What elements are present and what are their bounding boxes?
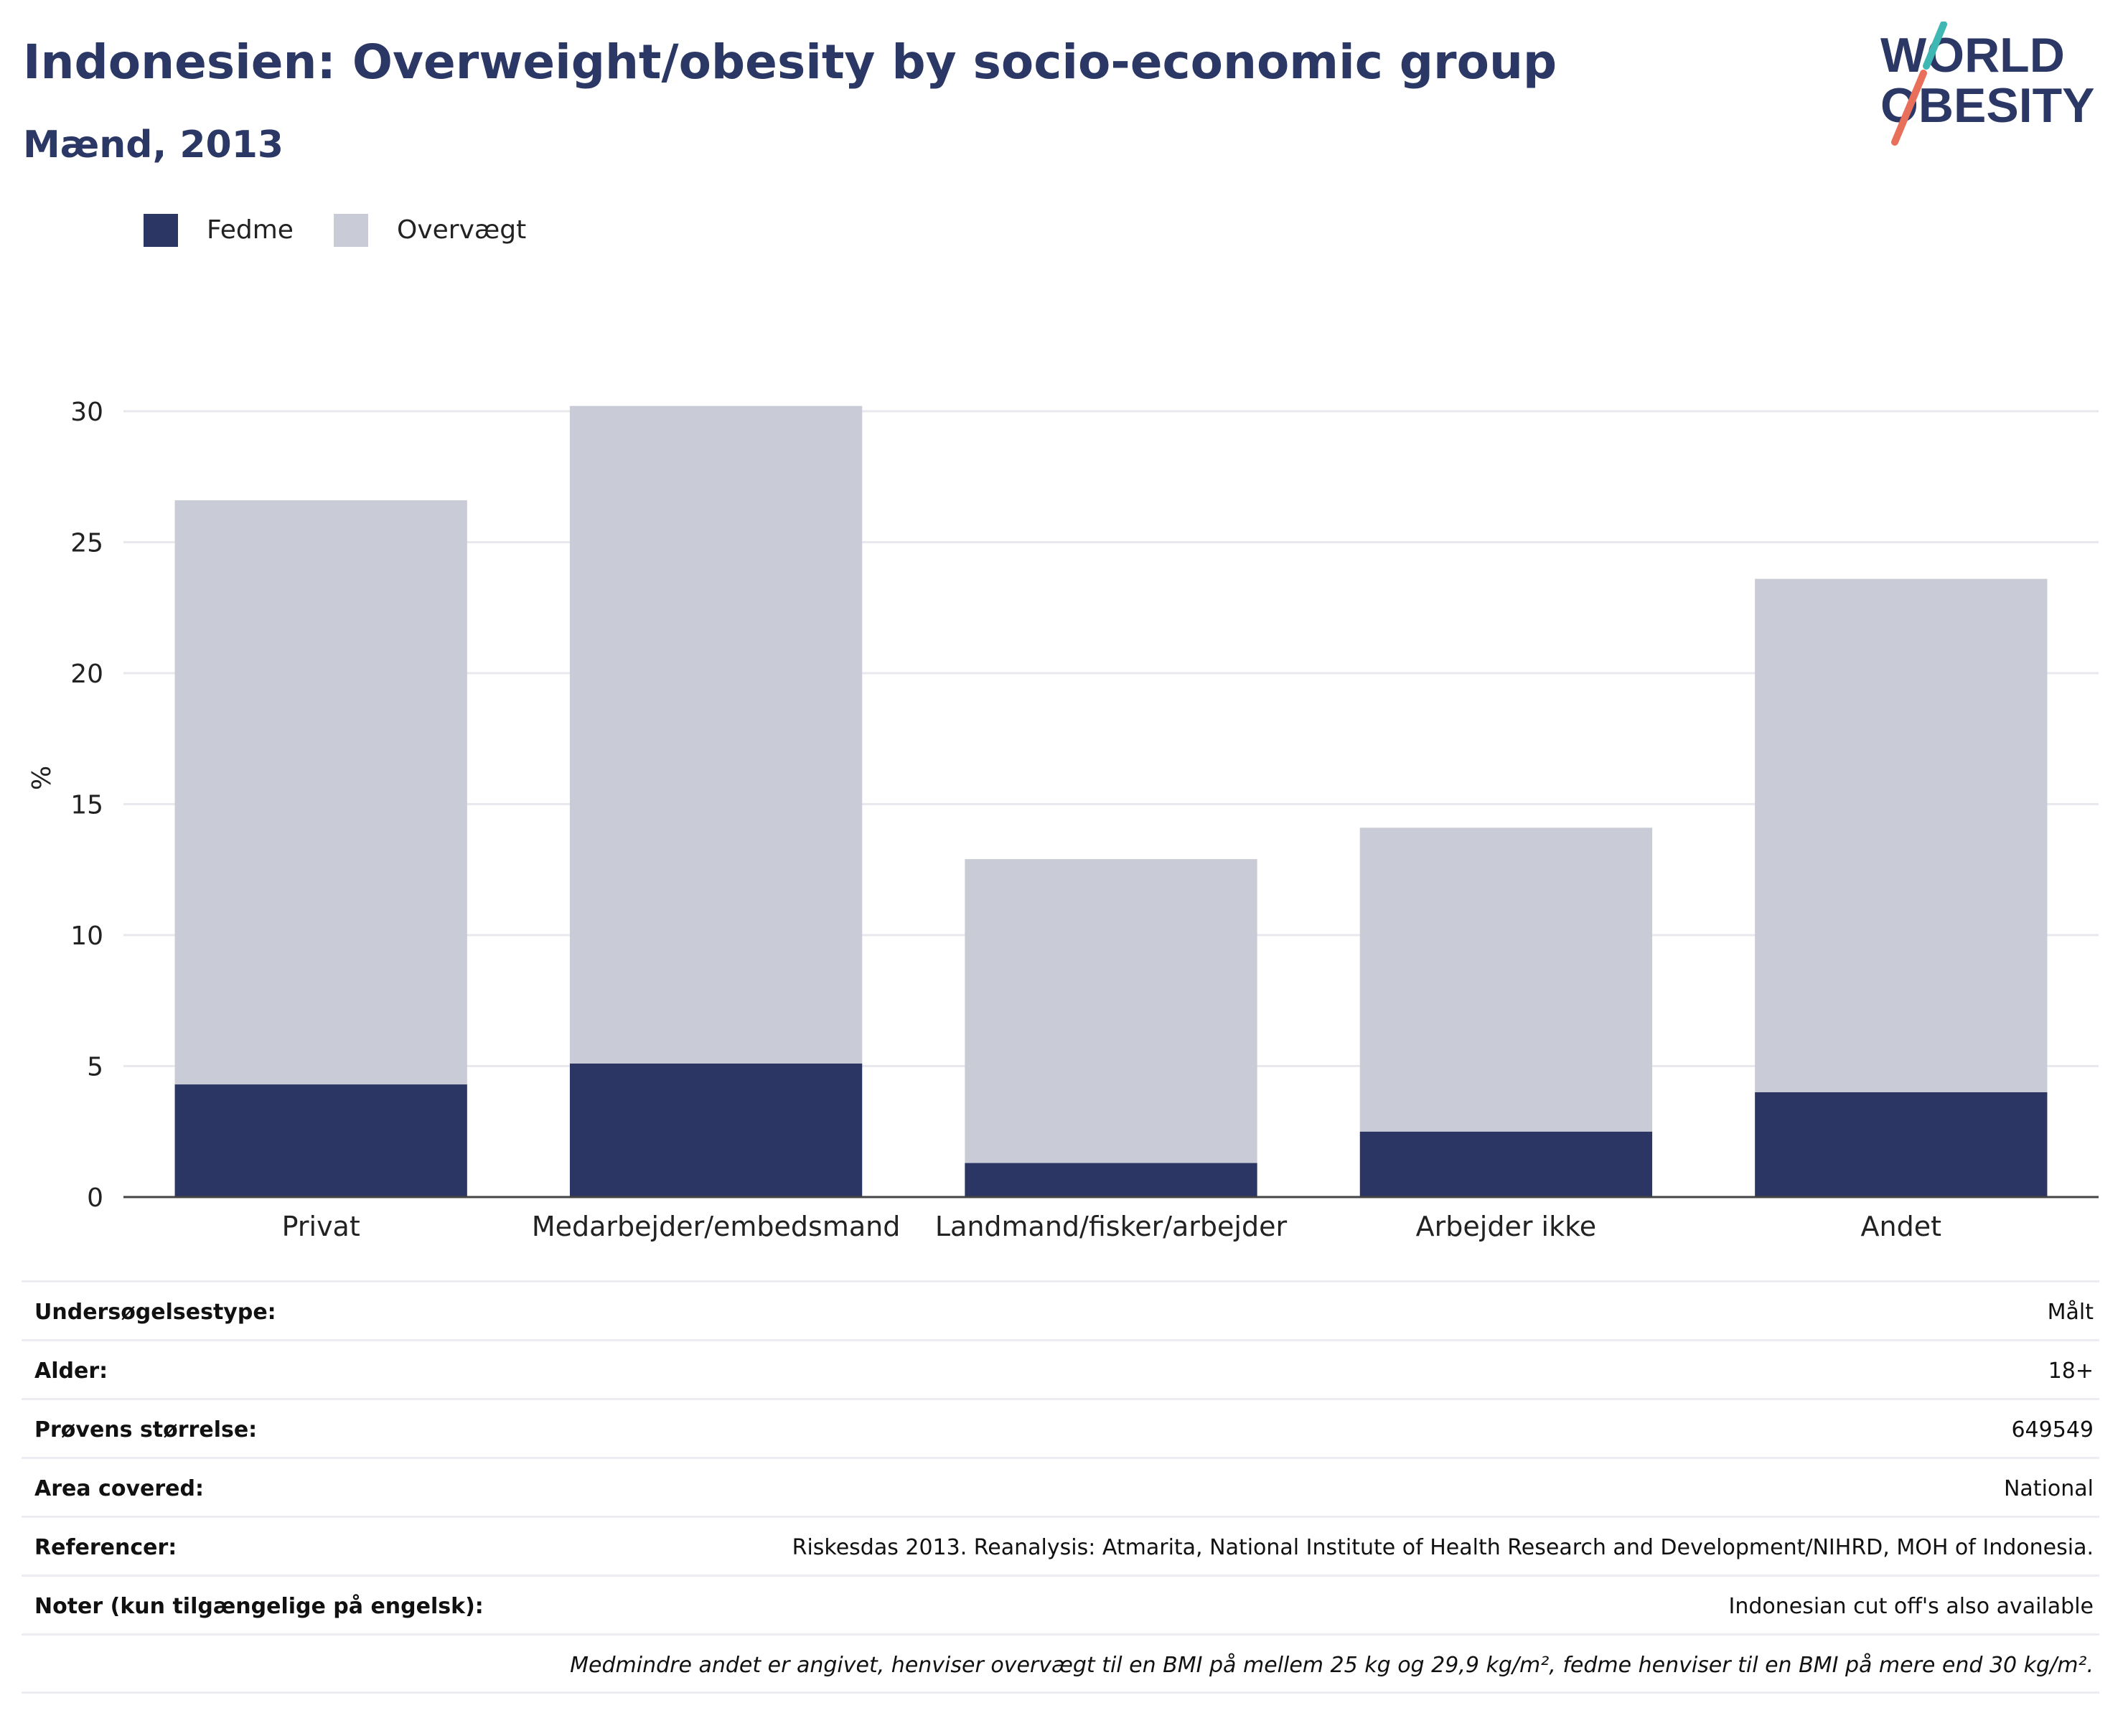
info-row: Prøvens størrelse: 649549 — [22, 1398, 2099, 1457]
info-table: Undersøgelsestype: Målt Alder: 18+ Prøve… — [22, 1280, 2099, 1694]
info-value: 18+ — [2048, 1359, 2094, 1384]
legend-swatch-fedme — [144, 214, 178, 247]
x-tick-label: Arbejder ikke — [1416, 1211, 1596, 1242]
footnote: Medmindre andet er angivet, henviser ove… — [570, 1653, 2094, 1678]
y-tick-label: 0 — [87, 1183, 103, 1213]
world-obesity-logo: WORLD OBESITY — [1880, 22, 2095, 146]
info-key: Alder: — [34, 1359, 108, 1384]
y-tick-label: 30 — [70, 398, 103, 427]
x-tick-label: Medarbejder/embedsmand — [532, 1211, 901, 1242]
x-tick-label: Andet — [1861, 1211, 1941, 1242]
bar-overvaegt — [965, 859, 1257, 1163]
y-tick-label: 20 — [70, 660, 103, 689]
bar-fedme — [569, 1063, 863, 1197]
info-value: Riskesdas 2013. Reanalysis: Atmarita, Na… — [792, 1535, 2094, 1560]
legend-swatch-overvaegt — [334, 214, 368, 247]
bar-overvaegt — [569, 405, 863, 1064]
logo-line1: WORLD — [1880, 28, 2065, 83]
page-subtitle: Mænd, 2013 — [23, 123, 284, 166]
bar-fedme — [965, 1163, 1257, 1197]
y-tick-label: 15 — [70, 791, 103, 820]
info-row: Undersøgelsestype: Målt — [22, 1280, 2099, 1339]
bar-overvaegt — [1359, 827, 1653, 1132]
bar-fedme — [1359, 1131, 1653, 1197]
footnote-row: Medmindre andet er angivet, henviser ove… — [22, 1633, 2099, 1694]
bar-overvaegt — [1755, 578, 2048, 1092]
legend-label-fedme: Fedme — [207, 215, 294, 245]
y-axis-title: % — [27, 766, 57, 790]
info-row: Area covered: National — [22, 1457, 2099, 1516]
y-tick-label: 25 — [70, 529, 103, 558]
info-value: National — [2003, 1476, 2094, 1501]
info-key: Undersøgelsestype: — [34, 1300, 276, 1325]
info-key: Noter (kun tilgængelige på engelsk): — [34, 1594, 484, 1619]
bar-fedme — [1755, 1092, 2048, 1197]
y-tick-label: 10 — [70, 921, 103, 951]
x-tick-label: Landmand/fisker/arbejder — [935, 1211, 1288, 1242]
info-row: Referencer: Riskesdas 2013. Reanalysis: … — [22, 1516, 2099, 1575]
info-value: Målt — [2047, 1300, 2094, 1325]
stacked-bar-chart: 0 5 10 15 20 25 30% Privat Medarbejder/embedsman… — [27, 398, 2099, 1242]
info-key: Area covered: — [34, 1476, 204, 1501]
logo-slash-top — [1923, 22, 1947, 70]
bar-overvaegt — [174, 500, 467, 1085]
page-title: Indonesien: Overweight/obesity by socio-… — [23, 34, 1557, 90]
legend-label-overvaegt: Overvægt — [397, 215, 527, 245]
bar-fedme — [174, 1084, 467, 1197]
logo-slash-bottom — [1891, 70, 1927, 146]
y-tick-label: 5 — [87, 1053, 103, 1082]
info-value: Indonesian cut off's also available — [1728, 1594, 2094, 1619]
info-key: Referencer: — [34, 1535, 177, 1560]
info-key: Prøvens størrelse: — [34, 1417, 258, 1442]
info-row: Noter (kun tilgængelige på engelsk): Ind… — [22, 1575, 2099, 1633]
info-row: Alder: 18+ — [22, 1339, 2099, 1398]
info-value: 649549 — [2011, 1417, 2094, 1442]
x-tick-label: Privat — [282, 1211, 360, 1242]
